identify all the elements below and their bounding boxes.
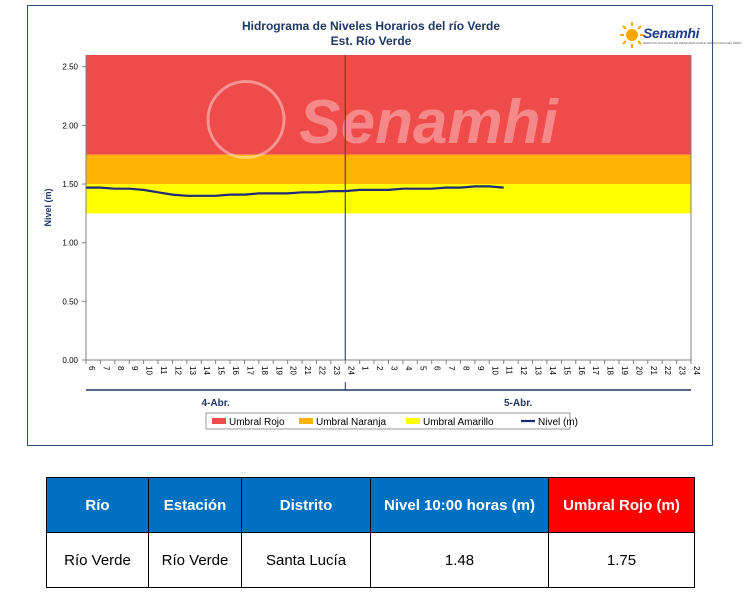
x-tick-label: 17 — [591, 366, 600, 375]
x-tick-label: 16 — [231, 366, 240, 375]
legend-label-0: Umbral Rojo — [229, 417, 285, 428]
x-tick-label: 21 — [303, 366, 312, 375]
cell-umbral-rojo: 1.75 — [548, 532, 695, 588]
x-tick-label: 13 — [534, 366, 543, 375]
x-tick-label: 11 — [505, 366, 514, 375]
x-tick-label: 1 — [361, 366, 370, 371]
table-header-row: Río Estación Distrito Nivel 10:00 horas … — [46, 477, 695, 533]
y-tick-label: 1.00 — [62, 239, 78, 248]
legend-label-1: Umbral Naranja — [316, 417, 386, 428]
chart-plot: Senamhi 0.00 0.50 1.00 1.50 2.00 2.50 Nivel (m)… — [43, 55, 701, 430]
x-tick-label: 2 — [375, 366, 384, 371]
x-tick-label: 8 — [116, 366, 125, 371]
senamhi-logo: Senamhi SERVICIO NACIONAL DE METEOROLOGÍ… — [620, 17, 741, 53]
y-tick-label: 0.50 — [62, 297, 78, 306]
x-tick-label: 7 — [101, 366, 110, 371]
chart-subtitle: Est. Río Verde — [330, 34, 412, 48]
header-nivel: Nivel 10:00 horas (m) — [370, 477, 549, 533]
y-tick-label: 0.00 — [62, 356, 78, 365]
chart-title-line: Hidrograma de Niveles Horarios del río V… — [241, 19, 501, 33]
x-tick-label: 6 — [433, 366, 442, 371]
watermark-sun — [206, 80, 286, 160]
x-tick-label: 22 — [663, 366, 672, 375]
x-tick-label: 22 — [317, 366, 326, 375]
band-umbral-amarillo — [86, 184, 691, 214]
x-tick-label: 15 — [562, 366, 571, 375]
x-tick-label: 7 — [447, 366, 456, 371]
header-distrito: Distrito — [241, 477, 371, 533]
hydrograph-chart: Hidrograma de Niveles Horarios del río V… — [27, 5, 741, 446]
x-tick-label: 19 — [620, 366, 629, 375]
x-tick-label: 23 — [332, 366, 341, 375]
x-tick-label: 3 — [390, 366, 399, 371]
y-axis-label: Nivel (m) — [43, 188, 53, 226]
legend-swatch-1 — [299, 418, 313, 424]
watermark: Senamhi — [299, 88, 559, 157]
logo-text: Senamhi — [643, 25, 700, 41]
legend-label-2: Umbral Amarillo — [423, 417, 494, 428]
x-tick-label: 14 — [548, 366, 557, 375]
x-tick-label: 13 — [188, 366, 197, 375]
x-tick-label: 14 — [202, 366, 211, 375]
legend-swatch-2 — [406, 418, 420, 424]
day-label-2: 5-Abr. — [504, 398, 533, 409]
table-row: Río Verde Río Verde Santa Lucía 1.48 1.7… — [46, 532, 695, 588]
x-tick-label: 9 — [476, 366, 485, 371]
x-tick-label: 18 — [260, 366, 269, 375]
x-tick-label: 19 — [274, 366, 283, 375]
logo-subtext: SERVICIO NACIONAL DE METEOROLOGÍA E HIDR… — [643, 41, 742, 45]
x-tick-label: 12 — [173, 366, 182, 375]
y-tick-label: 2.00 — [62, 121, 78, 130]
x-tick-label: 10 — [490, 366, 499, 375]
x-tick-label: 17 — [245, 366, 254, 375]
x-tick-label: 15 — [217, 366, 226, 375]
chart-title: Hidrograma de Niveles Horarios del río V… — [28, 19, 714, 49]
x-tick-label: 16 — [577, 366, 586, 375]
sun-icon — [620, 22, 644, 48]
x-tick-label: 20 — [289, 366, 298, 375]
x-tick-label: 4 — [404, 366, 413, 371]
x-tick-label: 8 — [462, 366, 471, 371]
header-umbral-rojo: Umbral Rojo (m) — [548, 477, 695, 533]
x-tick-label: 23 — [678, 366, 687, 375]
x-tick-label: 5 — [418, 366, 427, 371]
day-label-1: 4-Abr. — [201, 398, 230, 409]
y-tick-label: 2.50 — [62, 63, 78, 72]
series-line-nivel — [86, 185, 504, 197]
cell-nivel: 1.48 — [370, 532, 549, 588]
band-umbral-rojo — [86, 55, 691, 155]
legend-box — [205, 412, 571, 430]
y-tick-label: 1.50 — [62, 180, 78, 189]
cell-distrito: Santa Lucía — [241, 532, 371, 588]
x-tick-label: 6 — [87, 366, 96, 371]
legend-swatch-0 — [212, 418, 226, 424]
x-tick-label: 10 — [145, 366, 154, 375]
band-umbral-naranja — [86, 154, 691, 185]
cell-estacion: Río Verde — [148, 532, 242, 588]
header-estacion: Estación — [148, 477, 242, 533]
x-tick-label: 11 — [159, 366, 168, 375]
x-tick-label: 12 — [519, 366, 528, 375]
x-tick-label: 18 — [606, 366, 615, 375]
header-rio: Río — [46, 477, 149, 533]
x-tick-label: 20 — [634, 366, 643, 375]
x-tick-label: 24 — [346, 366, 355, 375]
cell-rio: Río Verde — [46, 532, 149, 588]
x-tick-label: 9 — [130, 366, 139, 371]
legend-label-3: Nivel (m) — [538, 417, 578, 428]
data-table: Río Estación Distrito Nivel 10:00 horas … — [46, 477, 695, 588]
x-tick-label: 24 — [692, 366, 701, 375]
x-tick-label: 21 — [649, 366, 658, 375]
